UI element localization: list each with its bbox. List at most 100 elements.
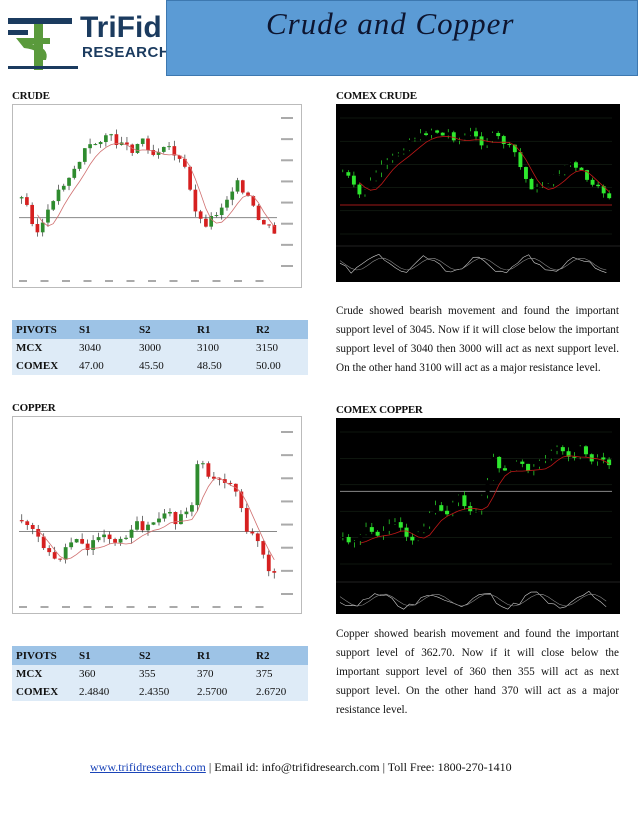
candle-body — [451, 132, 456, 141]
axis-tick-mark — [281, 265, 293, 267]
candle-body — [25, 197, 29, 205]
col-header: S2 — [135, 646, 193, 665]
candle-body — [56, 189, 61, 202]
candle-body — [200, 463, 205, 465]
comex-copper-chart-image — [336, 418, 620, 614]
axis-tick-mark — [281, 201, 293, 204]
candle-body — [387, 524, 392, 531]
candle-body — [375, 531, 380, 536]
candle-body — [557, 174, 562, 176]
candle-body — [198, 211, 203, 219]
candle-body — [211, 476, 216, 479]
candle-body — [51, 201, 56, 210]
candle-body — [267, 224, 271, 226]
cell-r1: 2.5700 — [193, 683, 252, 701]
cell-s2: 3000 — [135, 339, 193, 357]
axis-tick-mark — [40, 280, 49, 282]
candle-body — [58, 558, 63, 560]
candle-body — [82, 148, 87, 162]
axis-tick-mark — [281, 546, 293, 549]
axis-tick-mark — [148, 606, 156, 608]
axis-tick-mark — [255, 280, 264, 282]
candle-body — [579, 167, 584, 171]
axis-tick-mark — [234, 606, 242, 608]
moving-average-line — [37, 476, 275, 560]
candle-body — [396, 153, 401, 156]
candle-body — [217, 478, 222, 480]
cell-s1: 2.4840 — [75, 683, 135, 701]
candle-body — [501, 136, 506, 145]
axis-tick-mark — [126, 280, 135, 282]
candle-body — [130, 144, 135, 153]
cell-s1: 47.00 — [75, 357, 135, 375]
cell-s2: 355 — [135, 665, 193, 683]
cell-r2: 3150 — [252, 339, 308, 357]
candle-body — [162, 513, 167, 519]
candle-body — [450, 502, 455, 515]
crude-label: CRUDE — [12, 90, 50, 102]
candle-body — [485, 141, 490, 146]
candle-body — [578, 446, 583, 458]
axis-tick-mark — [281, 523, 293, 526]
candle-body — [496, 132, 501, 137]
candle-body — [98, 142, 103, 145]
candle-body — [235, 180, 240, 192]
candle-body — [583, 446, 588, 455]
col-header: R2 — [252, 320, 308, 339]
website-link[interactable]: www.trifidresearch.com — [90, 760, 206, 774]
candle-body — [173, 512, 178, 525]
candle-body — [346, 537, 351, 543]
candle-body — [520, 461, 525, 464]
candle-body — [114, 134, 119, 145]
axis-tick-mark — [281, 454, 293, 457]
candle-body — [41, 536, 46, 549]
cell-s1: 360 — [75, 665, 135, 683]
candle-body — [518, 152, 523, 168]
axis-tick-mark — [40, 606, 49, 608]
candle-body — [146, 524, 150, 531]
candle-body — [439, 505, 444, 511]
candle-body — [407, 139, 412, 151]
table-header-row: PIVOTS S1 S2 R1 R2 — [12, 646, 308, 665]
candle-body — [537, 460, 542, 467]
candle-body — [514, 461, 519, 471]
candle-body — [468, 506, 473, 512]
candle-body — [507, 144, 512, 146]
table-row: MCX 360 355 370 375 — [12, 665, 308, 683]
candle-body — [40, 222, 45, 233]
axis-tick-mark — [281, 500, 293, 503]
axis-tick-mark — [281, 159, 293, 162]
candle-body — [36, 528, 41, 537]
candle-body — [195, 464, 200, 506]
candle-body — [77, 161, 82, 169]
axis-tick-mark — [105, 280, 113, 282]
candle-body — [188, 166, 192, 190]
candle-body — [526, 463, 531, 471]
axis-tick-mark — [105, 606, 113, 608]
candle-body — [272, 571, 277, 573]
cell-r2: 375 — [252, 665, 308, 683]
candle-body — [222, 479, 227, 483]
candle-body — [468, 131, 473, 136]
candle-body — [255, 533, 260, 542]
candle-body — [63, 547, 68, 560]
logo-name: TriFid — [80, 11, 162, 44]
candle-body — [390, 155, 395, 161]
axis-tick-mark — [281, 243, 293, 246]
cell-s1: 3040 — [75, 339, 135, 357]
candle-body — [240, 180, 245, 193]
candle-body — [183, 158, 187, 167]
candle-body — [573, 162, 578, 168]
candle-body — [157, 518, 161, 523]
candle-body — [398, 522, 403, 528]
cell-r1: 3100 — [193, 339, 252, 357]
row-name: MCX — [12, 665, 75, 683]
candle-body — [479, 136, 484, 146]
candle-body — [473, 510, 479, 512]
candle-body — [590, 179, 595, 185]
axis-tick-mark — [281, 117, 293, 119]
copper-commentary: Copper showed bearish movement and found… — [336, 628, 619, 716]
axis-tick-mark — [126, 606, 135, 608]
candle-body — [462, 495, 467, 507]
candle-body — [272, 225, 277, 234]
